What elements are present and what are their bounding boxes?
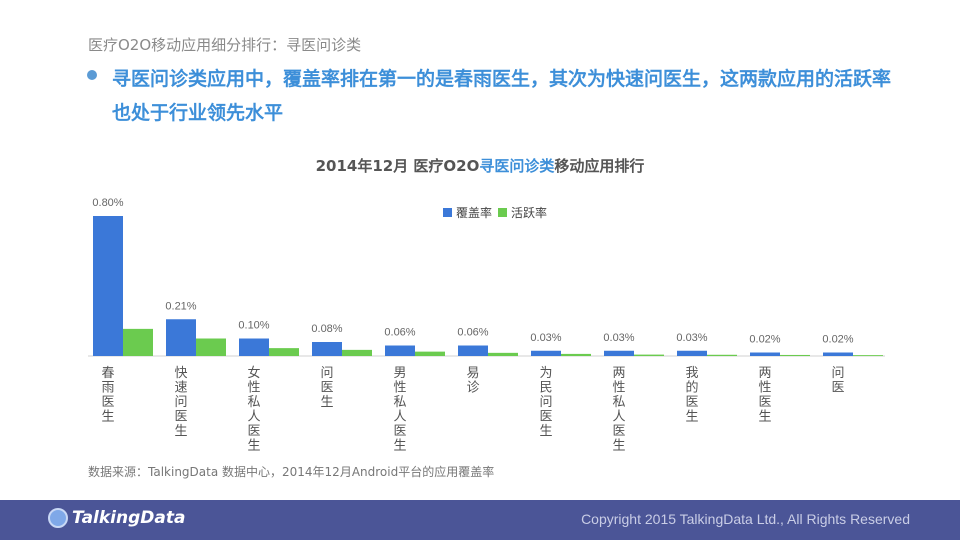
value-label-6: 0.03% [530, 332, 561, 344]
bullet-icon [87, 70, 97, 80]
legend-item-coverage: 覆盖率 [443, 204, 492, 221]
talkingdata-logo: TalkingData [48, 508, 185, 528]
bar-active-7 [634, 354, 664, 356]
legend-label-active: 活跃率 [511, 206, 548, 220]
bar-active-10 [853, 355, 883, 356]
category-label-5: 易诊 [466, 366, 479, 396]
footer-bar: TalkingData Copyright 2015 TalkingData L… [0, 500, 960, 540]
legend-swatch-active [498, 208, 508, 217]
category-label-1: 快速问医生 [174, 366, 187, 439]
page-header-title: 医疗O2O移动应用细分排行：寻医问诊类 [88, 36, 362, 54]
logo-mark-icon [48, 508, 68, 528]
bar-coverage-4 [385, 345, 415, 356]
value-label-3: 0.08% [311, 323, 342, 335]
legend-label-coverage: 覆盖率 [456, 206, 493, 220]
value-label-2: 0.10% [238, 320, 269, 332]
headline: 寻医问诊类应用中，覆盖率排在第一的是春雨医生，其次为快速问医生，这两款应用的活跃… [112, 68, 892, 124]
bar-coverage-7 [604, 350, 634, 356]
bar-active-4 [415, 351, 445, 356]
legend-swatch-coverage [443, 208, 452, 217]
bar-active-1 [196, 338, 226, 356]
copyright-text: Copyright 2015 TalkingData Ltd., All Rig… [581, 511, 910, 527]
value-label-5: 0.06% [457, 327, 488, 339]
legend: 覆盖率 活跃率 [443, 204, 553, 221]
value-label-0: 0.80% [92, 197, 123, 209]
bar-active-0 [123, 328, 153, 356]
category-label-9: 两性医生 [758, 366, 771, 425]
bar-active-3 [342, 349, 372, 356]
category-label-8: 我的医生 [685, 366, 698, 425]
logo-text: TalkingData [72, 508, 186, 528]
chart-title-highlight: 寻医问诊类 [479, 157, 555, 175]
bar-coverage-0 [93, 216, 123, 356]
bar-coverage-1 [166, 319, 196, 356]
bar-active-6 [561, 353, 591, 356]
category-label-10: 问医 [831, 366, 844, 396]
bar-coverage-3 [312, 342, 342, 356]
category-label-0: 春雨医生 [101, 366, 114, 425]
source-note: 数据来源：TalkingData 数据中心，2014年12月Android平台的… [88, 465, 495, 479]
value-label-1: 0.21% [165, 300, 196, 312]
value-label-7: 0.03% [603, 332, 634, 344]
bar-coverage-5 [458, 345, 488, 356]
bar-active-9 [780, 354, 810, 356]
category-label-4: 男性私人医生 [393, 366, 406, 454]
category-label-2: 女性私人医生 [247, 365, 260, 454]
chart-title-prefix: 2014年12月 医疗O2O [315, 157, 480, 175]
bar-coverage-6 [531, 350, 561, 356]
bar-chart: 0.80% 春雨医生 0.21% 快速问医生 0.10% 女性私人医生 0.08% 问医生 0.… [88, 197, 885, 454]
value-label-8: 0.03% [676, 332, 707, 344]
value-label-9: 0.02% [749, 334, 780, 346]
bar-coverage-2 [239, 338, 269, 356]
bar-coverage-9 [750, 352, 780, 356]
chart-title: 2014年12月 医疗O2O寻医问诊类移动应用排行 [0, 155, 960, 176]
bar-coverage-8 [677, 350, 707, 356]
bar-active-2 [269, 348, 299, 356]
category-label-7: 两性私人医生 [612, 366, 625, 454]
bar-active-8 [707, 354, 737, 356]
value-label-4: 0.06% [384, 327, 415, 339]
category-label-3: 问医生 [320, 366, 333, 410]
bar-coverage-10 [823, 352, 853, 356]
legend-item-active: 活跃率 [498, 204, 547, 221]
chart-title-suffix: 移动应用排行 [554, 157, 645, 175]
category-label-6: 为民问医生 [539, 366, 552, 439]
bar-active-5 [488, 352, 518, 356]
value-label-10: 0.02% [822, 334, 853, 346]
